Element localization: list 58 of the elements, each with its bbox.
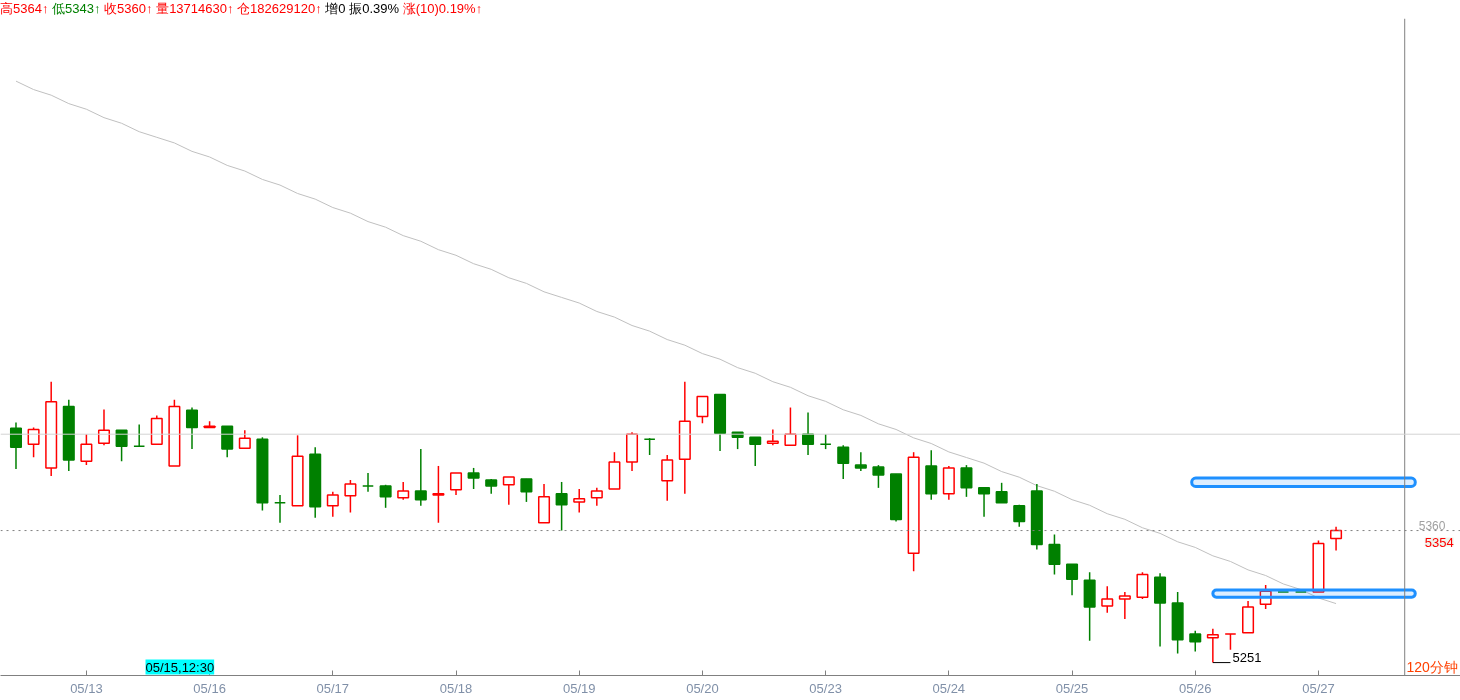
candlestick: [802, 411, 815, 456]
annotation: 05/15,12:30: [145, 659, 215, 675]
x-tick-label: 05/26: [1178, 680, 1212, 696]
chart-title: 高5364↑ 低5343↑ 收5360↑ 量13714630↑ 仓182629120↑ 增0 振0.39% 涨(10)0.19%↑: [0, 1, 483, 16]
candlestick: [27, 426, 40, 458]
candlestick: [1189, 630, 1202, 653]
candlestick: [467, 467, 480, 490]
x-tick-label: 05/27: [1302, 680, 1335, 696]
candlestick: [837, 444, 850, 480]
candlestick: [1259, 584, 1272, 610]
candlestick: [361, 472, 375, 493]
x-tick-label: 05/24: [932, 680, 966, 696]
text: 5360: [1418, 518, 1446, 533]
candlestick: [854, 451, 867, 472]
candlestick: [80, 433, 93, 466]
x-tick-label: 05/20: [686, 680, 719, 696]
candlestick: [520, 478, 533, 503]
candlestick: [1101, 585, 1114, 614]
candlestick: [960, 464, 973, 498]
candlestick: [273, 494, 287, 524]
x-tick-label: 05/19: [562, 680, 596, 696]
candlestick: [1330, 525, 1343, 552]
candlestick: [1118, 591, 1131, 620]
x-tick-label: 05/25: [1055, 680, 1089, 696]
candlestick: [766, 428, 779, 446]
candlestick: [661, 454, 674, 502]
candlestick: [414, 448, 427, 507]
candlestick: [502, 476, 515, 506]
candlestick: [185, 406, 199, 450]
x-tick-label: 05/13: [70, 680, 103, 696]
candlestick: [749, 436, 762, 467]
text: 120分钟: [1406, 658, 1458, 675]
candlestick: [344, 479, 357, 514]
candlestick: [1048, 533, 1061, 576]
candlestick: [555, 481, 568, 532]
text: 5354: [1424, 534, 1454, 550]
candlestick: [1066, 563, 1079, 596]
candlestick: [115, 429, 128, 462]
candlestick: [1136, 571, 1149, 600]
candlestick: [221, 425, 234, 458]
candlestick: [573, 488, 586, 514]
candlestick: [9, 421, 23, 470]
candlestick: [97, 408, 111, 446]
x-tick-label: 05/23: [809, 680, 842, 696]
candlestick: [784, 406, 797, 446]
annotation: 5251: [1232, 649, 1262, 665]
x-tick-label: 05/16: [193, 680, 226, 696]
candlestick: [432, 465, 445, 524]
candlestick: [995, 482, 1008, 504]
candlestick: [696, 395, 709, 425]
candlestick: [326, 491, 339, 518]
candlestick: [133, 423, 146, 448]
x-tick-label: 05/17: [316, 680, 350, 696]
candlestick: [449, 472, 463, 496]
candlestick: [1206, 628, 1219, 664]
candlestick: [872, 464, 885, 489]
x-tick-label: 05/18: [439, 680, 473, 696]
candlestick: [978, 487, 991, 518]
